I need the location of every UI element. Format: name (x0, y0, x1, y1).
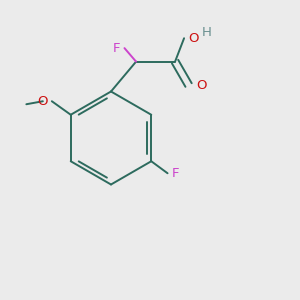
Text: F: F (172, 167, 180, 180)
Text: F: F (112, 42, 120, 55)
Text: H: H (202, 26, 212, 39)
Text: O: O (37, 95, 47, 108)
Text: O: O (196, 79, 207, 92)
Text: O: O (189, 32, 199, 45)
